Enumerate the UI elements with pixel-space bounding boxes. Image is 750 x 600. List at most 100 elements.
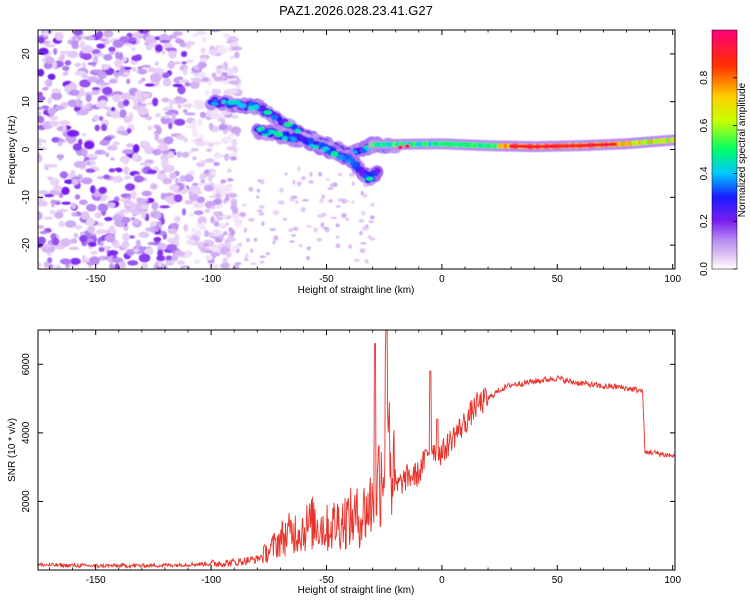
spectrogram-ytick-label: 0 <box>21 146 32 152</box>
noise-speckle <box>181 61 188 65</box>
noise-speckle <box>123 43 133 47</box>
noise-speckle <box>110 106 116 112</box>
noise-speckle <box>210 113 221 120</box>
noise-speckle <box>38 142 43 147</box>
noise-speckle <box>46 163 59 168</box>
spectrogram-ytick-label: -10 <box>21 190 32 205</box>
spectrogram-xlabel: Height of straight line (km) <box>298 285 415 296</box>
carrier-hot <box>404 144 410 149</box>
noise-speckle <box>62 65 70 71</box>
noise-speckle <box>229 55 236 60</box>
faint-speckle <box>301 175 306 181</box>
faint-speckle <box>343 200 350 203</box>
noise-speckle <box>210 251 221 257</box>
noise-speckle <box>226 145 237 151</box>
noise-speckle <box>172 61 181 65</box>
noise-speckle <box>147 67 156 73</box>
noise-speckle <box>43 216 54 220</box>
noise-speckle <box>112 214 123 222</box>
noise-speckle <box>197 72 207 80</box>
noise-speckle <box>208 122 214 131</box>
noise-speckle <box>98 115 104 121</box>
noise-speckle <box>137 106 149 116</box>
noise-speckle <box>138 30 150 34</box>
spectrogram-ytick-label: 20 <box>21 48 32 60</box>
faint-speckle <box>261 221 265 227</box>
noise-speckle <box>79 235 88 243</box>
noise-speckle <box>231 114 239 119</box>
noise-speckle <box>221 72 228 77</box>
noise-speckle <box>54 264 62 269</box>
noise-speckle <box>103 174 111 180</box>
noise-speckle <box>192 103 201 109</box>
noise-speckle <box>68 246 79 251</box>
faint-speckle <box>243 257 249 262</box>
noise-speckle <box>98 246 105 253</box>
noise-speckle <box>100 123 108 132</box>
noise-speckle <box>100 197 107 202</box>
noise-speckle <box>210 216 215 224</box>
noise-speckle <box>113 59 123 68</box>
noise-speckle <box>91 49 101 55</box>
noise-speckle <box>192 182 199 187</box>
noise-speckle <box>177 97 188 104</box>
noise-speckle <box>115 51 121 60</box>
noise-speckle <box>220 118 226 125</box>
noise-speckle <box>89 256 100 266</box>
noise-speckle <box>94 124 100 132</box>
noise-speckle <box>58 154 63 161</box>
snr-ytick-label: 6000 <box>21 353 32 376</box>
noise-speckle <box>195 30 208 36</box>
chart-title: PAZ1.2026.028.23.41.G27 <box>279 3 433 18</box>
noise-speckle <box>38 91 43 97</box>
noise-speckle <box>50 200 61 204</box>
noise-speckle <box>224 75 236 79</box>
noise-speckle <box>225 251 232 258</box>
noise-speckle <box>71 212 78 217</box>
noise-speckle <box>38 106 45 111</box>
noise-speckle <box>153 81 160 86</box>
noise-speckle <box>103 30 114 38</box>
noise-speckle <box>85 203 97 212</box>
faint-speckle <box>248 186 254 192</box>
noise-speckle <box>228 227 234 233</box>
noise-speckle <box>161 97 170 103</box>
noise-speckle <box>51 91 63 101</box>
noise-speckle <box>98 186 107 194</box>
noise-speckle <box>204 184 214 192</box>
noise-speckle <box>169 99 174 108</box>
noise-speckle <box>201 77 210 83</box>
noise-speckle <box>53 47 58 55</box>
noise-speckle <box>120 260 126 269</box>
noise-speckle <box>74 194 81 200</box>
upper-branch-peak <box>221 99 227 105</box>
noise-speckle <box>213 229 221 237</box>
spectrogram-xtick-label: 100 <box>664 274 681 285</box>
noise-speckle <box>188 193 199 202</box>
noise-speckle <box>204 255 214 261</box>
noise-speckle <box>226 67 235 76</box>
noise-speckle <box>55 31 64 41</box>
noise-speckle <box>133 248 140 253</box>
noise-speckle <box>38 47 49 56</box>
noise-speckle <box>84 104 91 109</box>
noise-speckle <box>58 192 64 199</box>
faint-speckle <box>302 198 309 202</box>
faint-speckle <box>335 205 341 208</box>
upper-branch-peak <box>263 110 272 115</box>
noise-speckle <box>139 162 151 167</box>
noise-speckle <box>189 212 194 218</box>
noise-speckle <box>165 260 175 266</box>
noise-speckle <box>64 220 77 228</box>
faint-speckle <box>219 234 225 240</box>
faint-speckle <box>368 234 372 240</box>
faint-speckle <box>335 243 341 249</box>
noise-speckle <box>99 99 108 107</box>
noise-speckle <box>86 225 96 234</box>
noise-speckle <box>137 80 144 84</box>
noise-speckle <box>132 67 137 72</box>
noise-speckle <box>110 157 116 161</box>
noise-speckle <box>122 149 134 155</box>
noise-speckle <box>91 87 101 91</box>
faint-speckle <box>306 246 312 251</box>
